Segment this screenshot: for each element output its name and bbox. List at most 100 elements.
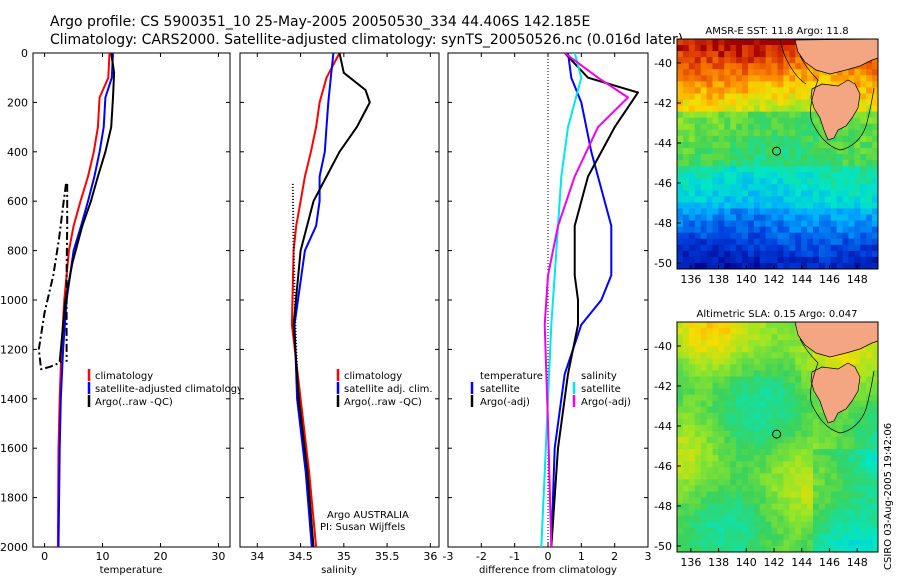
- heatmap-cell: [747, 388, 755, 396]
- heatmap-cell: [812, 443, 820, 450]
- heatmap-cell: [789, 521, 796, 529]
- heatmap-cell: [747, 39, 755, 46]
- heatmap-cell: [812, 539, 820, 547]
- heatmap-cell: [736, 87, 743, 94]
- heatmap-cell: [765, 45, 772, 52]
- heatmap-cell: [812, 509, 820, 517]
- heatmap-cell: [866, 147, 873, 155]
- heatmap-cell: [700, 467, 707, 474]
- heatmap-cell: [789, 172, 796, 179]
- heatmap-cell: [736, 232, 743, 240]
- heatmap-cell: [771, 81, 778, 88]
- heatmap-cell: [789, 352, 796, 359]
- heatmap-cell: [872, 57, 878, 64]
- heatmap-cell: [836, 226, 843, 234]
- heatmap-cell: [777, 497, 784, 504]
- heatmap-cell: [765, 509, 772, 517]
- temperature-axes-frame: [32, 52, 231, 548]
- sst-map-ticks: 136 138 140 142 144 146 148-40-42-44-46-48-50: [654, 57, 868, 286]
- heatmap-cell: [795, 105, 802, 113]
- heatmap-cell: [777, 388, 784, 396]
- heatmap-cell: [682, 75, 690, 82]
- heatmap-cell: [694, 166, 702, 173]
- heatmap-cell: [812, 352, 820, 359]
- heatmap-cell: [818, 202, 826, 209]
- heatmap-cell: [866, 160, 873, 167]
- heatmap-cell: [866, 166, 873, 173]
- heatmap-cell: [742, 437, 749, 444]
- legend-label-argo: Argo(..raw -QC): [344, 397, 422, 408]
- heatmap-cell: [736, 69, 743, 76]
- heatmap-cell: [860, 400, 867, 408]
- heatmap-cell: [724, 485, 731, 492]
- heatmap-cell: [866, 141, 873, 149]
- heatmap-cell: [736, 418, 743, 426]
- heatmap-cell: [795, 334, 802, 341]
- heatmap-cell: [848, 515, 855, 523]
- heatmap-cell: [812, 160, 820, 167]
- heatmap-cell: [688, 443, 696, 450]
- heatmap-cell: [706, 467, 713, 474]
- heatmap-cell: [771, 208, 778, 215]
- heatmap-cell: [694, 382, 702, 389]
- heatmap-cell: [777, 406, 784, 414]
- heatmap-cell: [801, 208, 808, 215]
- heatmap-cell: [807, 196, 814, 203]
- heatmap-cell: [688, 57, 696, 64]
- heatmap-cell: [830, 81, 838, 88]
- heatmap-cell: [700, 539, 707, 547]
- heatmap-cell: [706, 141, 713, 149]
- heatmap-cell: [842, 250, 849, 258]
- heatmap-cell: [783, 461, 790, 468]
- heatmap-cell: [777, 370, 784, 377]
- heatmap-cell: [830, 232, 838, 240]
- heatmap-cell: [842, 509, 849, 517]
- heatmap-cell: [700, 521, 707, 529]
- heatmap-cell: [700, 232, 707, 240]
- heatmap-cell: [712, 340, 719, 347]
- heatmap-cell: [765, 63, 772, 70]
- heatmap-cell: [783, 256, 790, 264]
- heatmap-cell: [830, 527, 838, 535]
- heatmap-cell: [706, 388, 713, 396]
- series-line-salinity-satellite: [540, 53, 583, 547]
- heatmap-cell: [836, 424, 843, 432]
- heatmap-cell: [747, 400, 755, 408]
- heatmap-cell: [759, 545, 767, 552]
- heatmap-cell: [718, 388, 725, 396]
- heatmap-cell: [753, 178, 761, 185]
- heatmap-cell: [706, 497, 713, 504]
- heatmap-cell: [718, 214, 725, 221]
- heatmap-cell: [688, 111, 696, 119]
- heatmap-cell: [688, 539, 696, 547]
- heatmap-cell: [830, 135, 838, 143]
- heatmap-cell: [765, 515, 772, 523]
- heatmap-cell: [730, 521, 737, 529]
- heatmap-cell: [854, 232, 861, 240]
- heatmap-cell: [712, 87, 719, 94]
- heatmap-cell: [854, 455, 861, 462]
- heatmap-cell: [842, 533, 849, 541]
- heatmap-cell: [801, 394, 808, 402]
- heatmap-cell: [718, 166, 725, 173]
- heatmap-cell: [742, 533, 749, 541]
- heatmap-cell: [694, 485, 702, 492]
- heatmap-cell: [682, 521, 690, 529]
- heatmap-cell: [866, 406, 873, 414]
- heatmap-cell: [753, 479, 761, 486]
- heatmap-cell: [718, 497, 725, 504]
- heatmap-cell: [736, 160, 743, 167]
- heatmap-cell: [712, 533, 719, 541]
- heatmap-cell: [736, 202, 743, 209]
- heatmap-cell: [860, 497, 867, 504]
- heatmap-cell: [682, 51, 690, 58]
- heatmap-cell: [706, 202, 713, 209]
- heatmap-cell: [789, 160, 796, 167]
- heatmap-cell: [753, 388, 761, 396]
- heatmap-cell: [801, 147, 808, 155]
- heatmap-cell: [682, 69, 690, 76]
- heatmap-cell: [812, 455, 820, 462]
- heatmap-cell: [795, 412, 802, 420]
- heatmap-cell: [753, 39, 761, 46]
